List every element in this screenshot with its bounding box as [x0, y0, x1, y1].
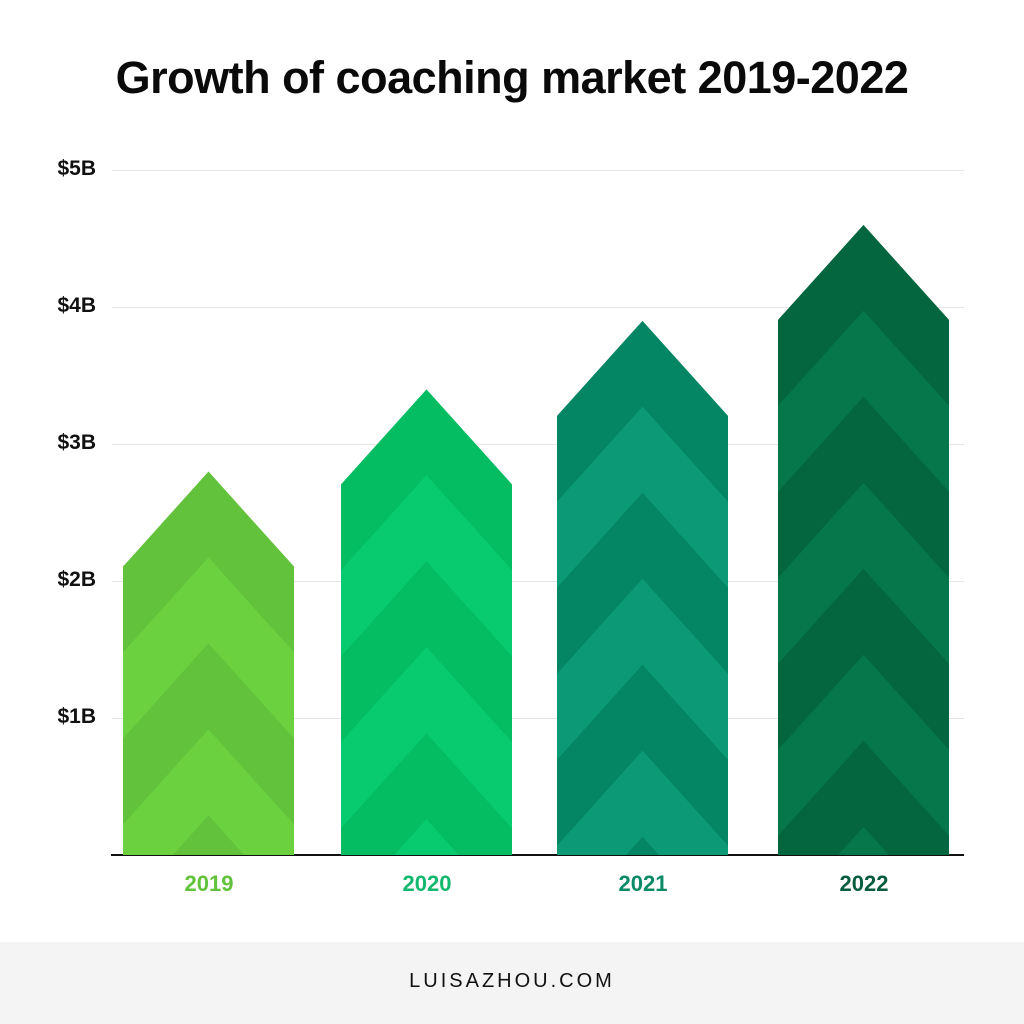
gridline — [112, 444, 964, 445]
x-tick-label-2020: 2020 — [402, 871, 452, 896]
y-tick-label: $4B — [57, 294, 96, 317]
bar-2022 — [778, 224, 949, 856]
x-tick-label-2022: 2022 — [839, 871, 889, 896]
gridline — [112, 307, 964, 308]
bar-2019 — [123, 471, 294, 855]
y-tick-label: $3B — [57, 431, 96, 454]
y-tick-label: $5B — [57, 157, 96, 180]
bar-2021 — [557, 320, 728, 855]
gridline — [112, 718, 964, 719]
gridline — [112, 170, 964, 171]
x-tick-label-2021: 2021 — [618, 871, 668, 896]
y-tick-label: $1B — [57, 705, 96, 728]
y-tick-label: $2B — [57, 568, 96, 591]
x-axis-baseline — [111, 854, 964, 856]
gridline — [112, 581, 964, 582]
footer: LUISAZHOU.COM — [0, 942, 1024, 1024]
footer-site-name: LUISAZHOU.COM — [409, 970, 615, 992]
bar-2020 — [341, 389, 512, 855]
chart-title: Growth of coaching market 2019-2022 — [115, 52, 909, 103]
x-tick-label-2019: 2019 — [184, 871, 234, 896]
